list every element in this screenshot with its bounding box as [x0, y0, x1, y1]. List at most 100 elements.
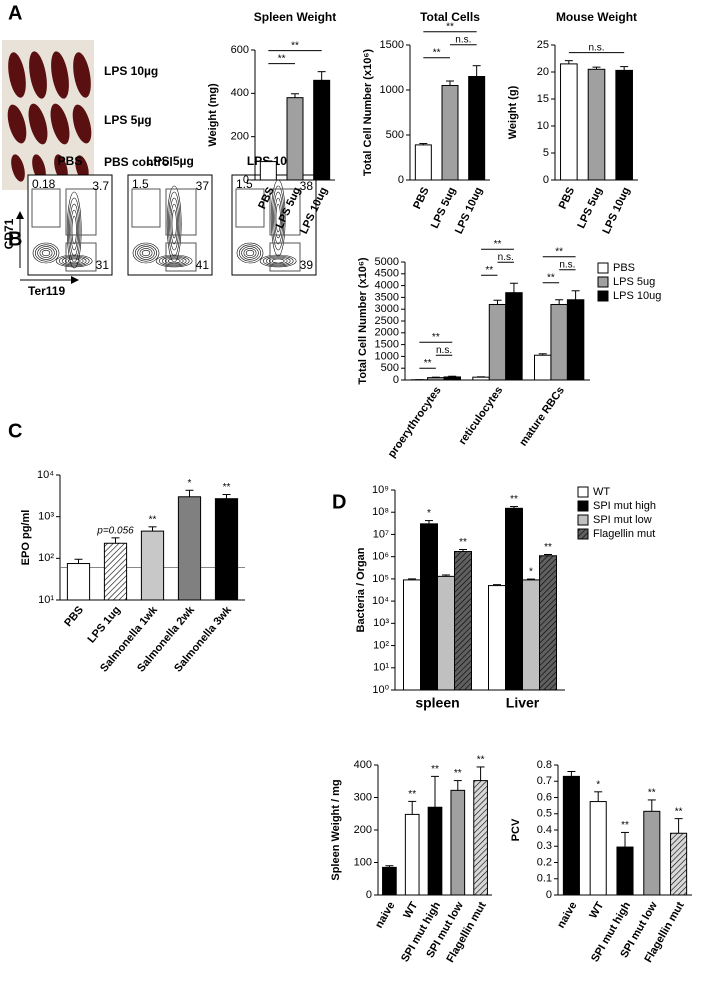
contour	[273, 191, 284, 245]
significance-label: *	[596, 779, 600, 790]
y-tick-label: 500	[386, 129, 404, 141]
bar	[505, 292, 523, 381]
y-tick-label: 1000	[375, 350, 399, 362]
y-tick-label: 10³	[373, 617, 389, 629]
y-tick-label: 5000	[375, 256, 399, 268]
bar	[313, 79, 331, 181]
spleen	[28, 103, 48, 145]
significance-label: **	[494, 239, 502, 250]
y-tick-label: 600	[231, 44, 249, 56]
bar	[66, 563, 91, 601]
y-tick-label: 4500	[375, 268, 399, 280]
contour	[166, 185, 182, 263]
significance-label: **	[149, 514, 157, 525]
error-bar	[111, 537, 120, 544]
significance-label: **	[459, 537, 467, 548]
x-tick-label: LPS 1ug	[86, 604, 123, 645]
gate	[165, 188, 197, 236]
legend-label: SPI mut high	[593, 500, 656, 512]
y-tick-label: 0.5	[537, 808, 552, 820]
x-tick-label: LPS 5ug	[429, 185, 458, 230]
y-tick-label: 10⁴	[372, 595, 389, 607]
bar	[534, 354, 552, 381]
significance-label: **	[510, 494, 518, 505]
y-tick-label: 0.2	[537, 856, 552, 868]
error-bar	[647, 799, 656, 812]
y-tick-label: 100	[354, 856, 372, 868]
significance-label: n.s.	[455, 34, 471, 45]
error-bar	[448, 375, 457, 377]
contour	[34, 244, 57, 262]
significance-label: **	[454, 768, 462, 779]
error-bar	[493, 299, 502, 305]
bar	[382, 866, 397, 896]
y-tick-label: 2500	[375, 315, 399, 327]
y-axis-label: Spleen Weight / mg	[330, 779, 342, 880]
significance-label: **	[278, 53, 286, 64]
x-tick-label: naive	[555, 900, 579, 930]
bar	[454, 551, 472, 691]
y-tick-label: 0	[543, 174, 549, 186]
y-tick-label: 10	[537, 120, 549, 132]
bar	[505, 507, 523, 691]
error-bar	[594, 791, 603, 802]
error-bar	[442, 574, 450, 577]
x-tick-label: spleen	[415, 695, 459, 711]
y-tick-label: 400	[354, 759, 372, 771]
spleen	[50, 103, 70, 145]
bar	[488, 585, 506, 691]
gate	[65, 242, 97, 272]
gate-value: 0.18	[32, 177, 56, 191]
y-tick-label: 200	[354, 824, 372, 836]
gate-value: 39	[300, 258, 314, 272]
contour	[41, 249, 51, 257]
legend-label: WT	[593, 486, 610, 498]
spleen	[7, 104, 27, 144]
contour	[170, 203, 178, 245]
error-bar	[509, 282, 518, 293]
panel-label: B	[8, 228, 22, 250]
bar	[550, 303, 568, 381]
y-axis-label: EPO pg/ml	[20, 510, 32, 566]
contour	[141, 249, 151, 257]
contour	[243, 248, 257, 258]
significance-label: p=0.056	[96, 526, 134, 537]
error-bar	[385, 865, 394, 868]
spleen-photo	[2, 40, 94, 190]
gate-value: 1.5	[236, 177, 253, 191]
error-bar	[555, 299, 564, 305]
y-tick-label: 5	[543, 147, 549, 159]
error-bar	[459, 549, 467, 552]
y-tick-label: 25	[537, 39, 549, 51]
spleen	[75, 155, 89, 181]
chart-title: Mouse Weight	[556, 10, 637, 24]
flow-contours	[132, 185, 193, 268]
panel-label: C	[8, 420, 22, 442]
flow-contours	[236, 179, 297, 268]
y-tick-label: 0	[546, 889, 552, 901]
contour	[171, 209, 177, 239]
bar	[443, 376, 461, 381]
significance-label: **	[547, 272, 555, 283]
contour	[274, 197, 282, 239]
y-tick-label: 10³	[38, 511, 54, 523]
legend-swatch	[577, 528, 589, 540]
error-bar	[185, 489, 194, 497]
significance-label: *	[529, 567, 533, 578]
error-bar	[493, 584, 501, 586]
error-bar	[472, 65, 481, 77]
significance-label: **	[544, 542, 552, 553]
legend-swatch	[597, 262, 609, 274]
y-tick-label: 10⁰	[372, 684, 389, 696]
flow-title: PBS	[58, 154, 83, 168]
y-tick-label: 2000	[375, 327, 399, 339]
spleen	[73, 52, 91, 98]
significance-label: **	[477, 755, 485, 766]
bar	[214, 498, 239, 601]
gate-value: 41	[196, 258, 210, 272]
flow-x-arrowhead	[71, 276, 79, 284]
bar	[177, 496, 202, 601]
x-tick-label: PBS	[557, 185, 577, 211]
gate	[269, 188, 301, 236]
